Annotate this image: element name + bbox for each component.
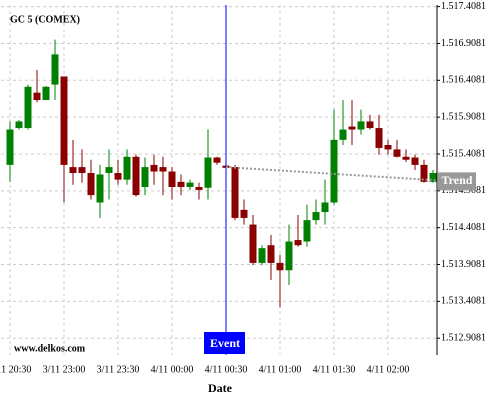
y-tick-label: 1.514.9081 <box>441 185 486 196</box>
candle-body <box>393 149 401 157</box>
trend-box <box>438 172 476 191</box>
candle-body <box>348 126 356 130</box>
event-box <box>204 332 245 354</box>
candle-body <box>384 145 392 150</box>
candle-body <box>258 248 266 263</box>
candle-body <box>159 167 167 172</box>
x-axis-title: Date <box>208 381 233 395</box>
x-tick-label: 4/11 02:00 <box>367 364 410 375</box>
candle-body <box>321 202 329 213</box>
y-tick-label: 1.515.4081 <box>441 148 486 159</box>
candle-body <box>231 167 239 218</box>
x-tick-label: 3/11 23:30 <box>97 364 140 375</box>
candle-body <box>240 209 248 218</box>
candle-body <box>96 174 104 203</box>
candle-body <box>195 187 203 190</box>
chart-title: GC 5 (COMEX) <box>10 14 80 25</box>
x-tick-label: 3/11 23:00 <box>43 364 86 375</box>
y-tick-label: 1.516.4081 <box>441 75 486 86</box>
candle-body <box>105 167 113 173</box>
candle-body <box>78 167 86 173</box>
candle-body <box>267 245 275 263</box>
candle-body <box>357 121 365 130</box>
candle-body <box>24 86 32 129</box>
candle-body <box>249 224 257 263</box>
y-tick-label: 1.513.4081 <box>441 296 486 307</box>
candle-body <box>429 173 437 182</box>
x-tick-label: 4/11 00:00 <box>151 364 194 375</box>
candle-body <box>42 86 50 101</box>
candle-body <box>168 171 176 187</box>
x-tick-label: 3/11 20:30 <box>0 364 31 375</box>
watermark: www.delkos.com <box>14 343 86 354</box>
y-tick-label: 1.517.4081 <box>441 1 486 12</box>
candle-body <box>6 129 14 165</box>
candle-body <box>312 212 320 221</box>
x-tick-label: 4/11 00:30 <box>205 364 248 375</box>
candle-body <box>294 240 302 246</box>
candle-body <box>150 164 158 172</box>
candle-body <box>420 164 428 182</box>
candle-body <box>330 139 338 203</box>
candle-body <box>411 157 419 165</box>
x-tick-label: 4/11 01:00 <box>259 364 302 375</box>
trend-line <box>225 166 438 182</box>
candle-body <box>186 182 194 187</box>
candle-body <box>276 262 284 271</box>
candle-body <box>15 121 23 129</box>
y-tick-label: 1.515.9081 <box>441 111 486 122</box>
event-label: Event <box>210 336 240 350</box>
y-tick-label: 1.514.4081 <box>441 222 486 233</box>
candle-body <box>375 128 383 148</box>
plot <box>6 5 438 355</box>
candle-body <box>213 157 221 163</box>
candle-body <box>114 173 122 180</box>
candle-body <box>402 156 410 160</box>
y-tick-label: 1.512.9081 <box>441 332 486 343</box>
candle-body <box>51 54 59 85</box>
candle-body <box>87 173 95 196</box>
candle-body <box>132 156 140 196</box>
candle-body <box>339 129 347 140</box>
candle-body <box>366 121 374 129</box>
candle-body <box>123 156 131 180</box>
y-tick-label: 1.513.9081 <box>441 259 486 270</box>
x-tick-label: 4/11 01:30 <box>313 364 356 375</box>
candle-body <box>33 92 41 101</box>
y-tick-label: 1.516.9081 <box>441 38 486 49</box>
candle-body <box>60 76 68 165</box>
candle-body <box>69 167 77 173</box>
candle-body <box>177 181 185 187</box>
candle-body <box>204 157 212 188</box>
candle-body <box>141 167 149 187</box>
trend-label: Trend <box>442 173 473 187</box>
candle-body <box>303 220 311 242</box>
candle-body <box>285 241 293 271</box>
